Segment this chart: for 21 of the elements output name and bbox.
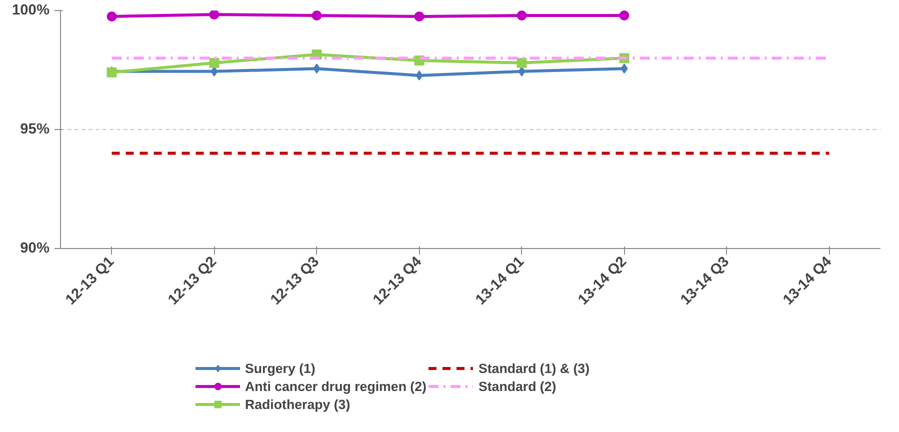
point	[620, 64, 628, 74]
point	[313, 64, 320, 74]
legend-label: Standard (1) & (3)	[478, 360, 590, 376]
point	[210, 66, 218, 76]
point	[414, 11, 424, 22]
point	[516, 10, 527, 20]
point	[312, 10, 322, 20]
point	[209, 58, 220, 68]
point	[516, 58, 527, 68]
legend-label: Anti cancer drug regimen (2)	[245, 378, 426, 394]
legend-label: Surgery (1)	[245, 360, 316, 376]
point	[518, 66, 526, 76]
point	[619, 10, 630, 20]
point	[416, 70, 423, 80]
legend-label: Standard (2)	[478, 378, 556, 394]
legend-label: Radiotherapy (3)	[245, 396, 350, 412]
point	[209, 10, 220, 20]
point	[106, 11, 117, 22]
y-tick-label: 95%	[20, 122, 50, 138]
y-tick-label: 90%	[20, 240, 50, 256]
y-tick-label: 100%	[12, 2, 50, 18]
